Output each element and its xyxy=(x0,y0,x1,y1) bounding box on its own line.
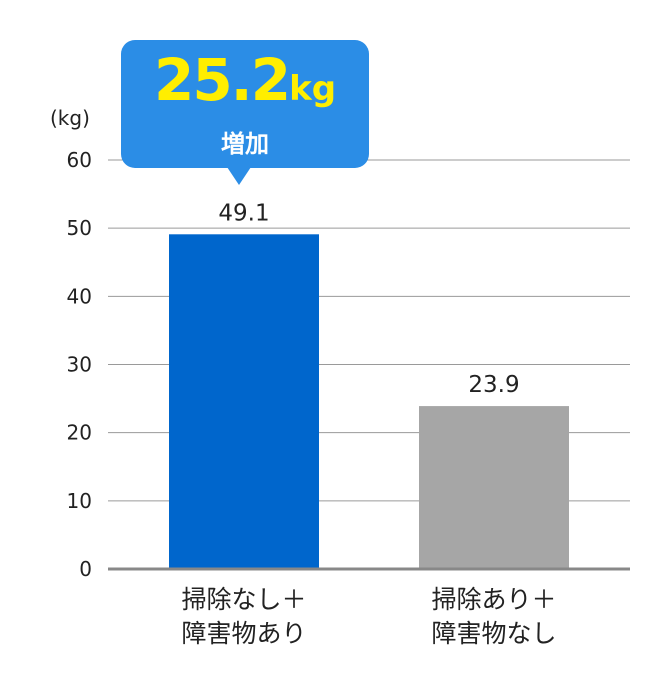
bars: 49.1 23.9 xyxy=(169,200,569,569)
y-tick-label: 20 xyxy=(67,421,92,445)
y-tick-label: 30 xyxy=(67,353,92,377)
y-tick-label: 50 xyxy=(67,216,92,240)
y-tick-label: 60 xyxy=(67,148,92,172)
callout-value: 25.2kg xyxy=(121,46,369,114)
callout-box xyxy=(121,40,369,168)
bar xyxy=(419,406,569,569)
callout-label: 増加 xyxy=(221,130,269,158)
y-tick-label: 40 xyxy=(67,284,92,308)
bar xyxy=(169,234,319,569)
x-tick-label: 掃除あり＋障害物なし xyxy=(431,585,556,648)
callout-pointer xyxy=(227,167,251,185)
increase-callout: 25.2kg 増加 xyxy=(121,40,369,185)
axes: 0 10 20 30 40 50 60 掃除なし＋障害物あり 掃除あり＋障害物なし xyxy=(67,148,630,648)
y-axis-unit-label: (kg) xyxy=(50,106,90,130)
y-tick-label: 10 xyxy=(67,489,92,513)
x-tick-label: 掃除なし＋障害物あり xyxy=(181,585,306,648)
y-tick-label: 0 xyxy=(79,557,92,581)
callout-value-unit: kg xyxy=(289,69,337,109)
data-label: 49.1 xyxy=(218,200,269,226)
data-label: 23.9 xyxy=(468,372,519,398)
callout-value-number: 25.2 xyxy=(153,46,291,114)
